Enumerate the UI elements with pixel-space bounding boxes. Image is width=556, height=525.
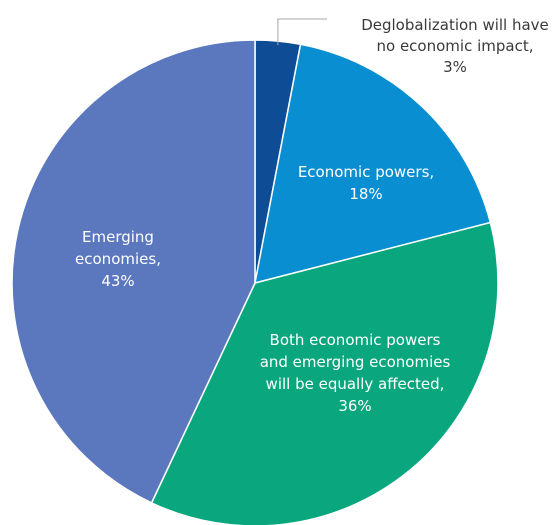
slice-label-2-line-2: will be equally affected, <box>266 375 445 393</box>
slice-label-0-line-2: 3% <box>443 58 467 76</box>
slice-label-3-line-1: economies, <box>75 250 161 268</box>
slice-label-2-line-0: Both economic powers <box>270 331 441 349</box>
pie-slice-1 <box>254 43 492 285</box>
slice-label-0: Deglobalization will have no economic imp… <box>361 16 549 76</box>
pie-slice-3 <box>11 39 256 504</box>
slice-label-3-line-2: 43% <box>101 272 134 290</box>
slice-label-1-line-1: 18% <box>349 185 382 203</box>
slice-label-2: Both economic powers and emerging economi… <box>260 331 451 415</box>
slice-label-0-line-1: no economic impact, <box>377 37 534 55</box>
slice-label-2-line-1: and emerging economies <box>260 353 451 371</box>
slice-label-2-line-3: 36% <box>338 397 371 415</box>
slice-label-0-line-0: Deglobalization will have <box>361 16 549 34</box>
pie-slice-2 <box>150 221 499 525</box>
leader-line <box>277 18 327 46</box>
slice-label-1: Economic powers, 18% <box>298 163 434 203</box>
slice-label-3-line-0: Emerging <box>82 228 154 246</box>
slice-label-3: Emerging economies, 43% <box>75 228 161 290</box>
slice-label-1-line-0: Economic powers, <box>298 163 434 181</box>
